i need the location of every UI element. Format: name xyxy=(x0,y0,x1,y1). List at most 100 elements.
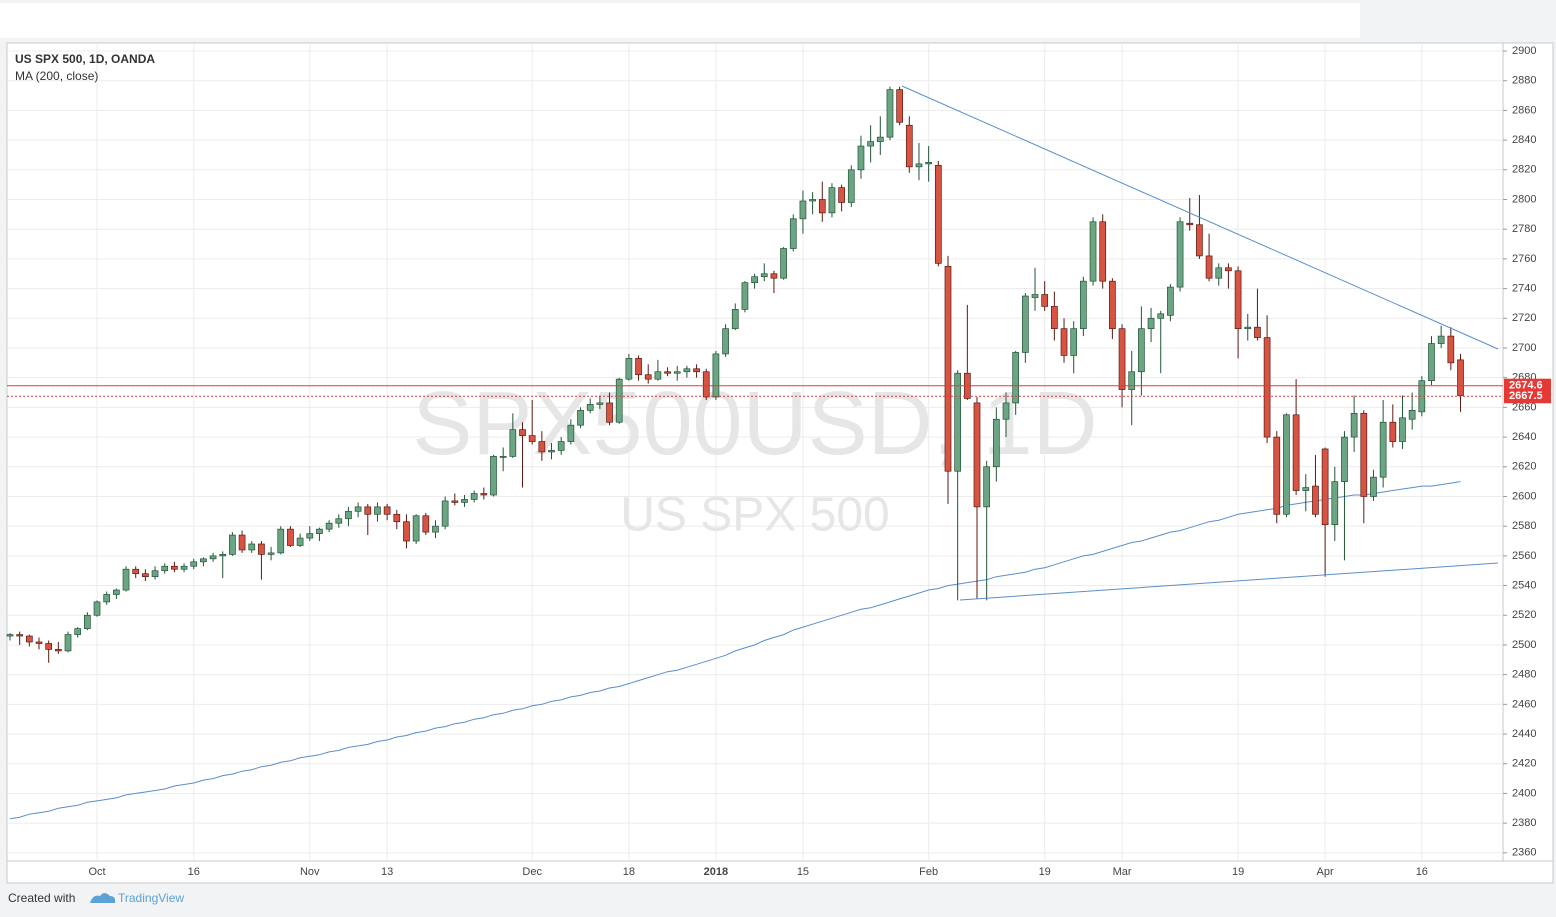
candle-body xyxy=(944,265,952,472)
candle-body xyxy=(1060,328,1068,356)
candle-body xyxy=(1254,326,1261,338)
candle-body xyxy=(64,634,72,652)
candle-body xyxy=(499,456,507,458)
footer-brand[interactable]: TradingView xyxy=(118,891,184,905)
candle-body xyxy=(1399,417,1406,442)
candle-body xyxy=(25,635,33,643)
candle-body xyxy=(403,521,410,542)
candle-body xyxy=(1457,359,1464,396)
candle-body xyxy=(1118,328,1126,390)
candle-body xyxy=(780,248,787,279)
candle-body xyxy=(1263,337,1271,438)
candle-body xyxy=(1147,317,1155,330)
candle-body xyxy=(238,534,246,551)
footer-text: Created with xyxy=(8,891,75,905)
candle-body xyxy=(1273,436,1281,515)
candle-body xyxy=(354,506,362,512)
y-tick-label: 2420 xyxy=(1512,758,1536,770)
top-bar xyxy=(0,3,1360,38)
candle-body xyxy=(45,643,53,650)
candle-body xyxy=(712,353,720,398)
candle-body xyxy=(615,378,623,423)
watermark-symbol: SPX500USD, 1D xyxy=(412,374,1097,474)
tradingview-logo xyxy=(90,893,116,903)
candle-body xyxy=(867,141,874,147)
candle-body xyxy=(644,374,652,380)
candle-body xyxy=(1244,326,1252,330)
y-tick-label: 2460 xyxy=(1512,698,1536,710)
candle-body xyxy=(1167,286,1174,316)
price-tag xyxy=(1504,378,1551,393)
candle-body xyxy=(915,163,923,168)
candle-body xyxy=(248,543,256,551)
candle-body xyxy=(1080,280,1087,330)
x-tick-label: 16 xyxy=(188,866,200,878)
candle-body xyxy=(1379,421,1387,478)
candle-body xyxy=(461,499,468,503)
trend-line xyxy=(959,562,1499,601)
candle-body xyxy=(577,410,584,426)
candle-body xyxy=(84,614,91,629)
y-tick-label: 2400 xyxy=(1512,787,1536,799)
candle-body xyxy=(490,456,497,496)
candle-body xyxy=(654,371,662,380)
y-tick-label: 2880 xyxy=(1512,75,1536,87)
candle-body xyxy=(548,450,555,453)
y-tick-label: 2700 xyxy=(1512,342,1536,354)
candle-body xyxy=(789,218,797,249)
candle-body xyxy=(412,515,420,542)
candle-body xyxy=(1196,224,1203,257)
candle-body xyxy=(905,124,913,168)
candle-body xyxy=(142,573,149,578)
y-tick-label: 2840 xyxy=(1512,134,1536,146)
candle-body xyxy=(1215,267,1223,279)
y-tick-label: 2900 xyxy=(1512,45,1536,57)
candle-body xyxy=(374,506,381,515)
candle-body xyxy=(441,500,449,527)
candle-body xyxy=(683,368,691,373)
candle-body xyxy=(161,565,169,572)
x-tick-label: 19 xyxy=(1232,866,1244,878)
candle-body xyxy=(876,136,884,142)
y-tick-label: 2660 xyxy=(1512,401,1536,413)
candle-body xyxy=(702,371,710,398)
candle-body xyxy=(818,199,826,214)
candle-body xyxy=(74,628,82,635)
candle-body xyxy=(113,589,120,595)
y-tick-label: 2740 xyxy=(1512,282,1536,294)
candle-body xyxy=(760,273,768,278)
candle-body xyxy=(828,187,836,214)
y-tick-label: 2380 xyxy=(1512,817,1536,829)
candle-body xyxy=(1070,328,1078,356)
candle-body xyxy=(364,506,372,515)
y-tick-label: 2480 xyxy=(1512,669,1536,681)
candle-body xyxy=(422,515,430,533)
x-tick-label: 2018 xyxy=(704,866,728,878)
indicator-label: MA (200, close) xyxy=(15,69,98,83)
candle-body xyxy=(896,89,903,123)
candle-body xyxy=(316,528,323,534)
candle-body xyxy=(1312,485,1319,515)
candle-body xyxy=(1089,221,1097,282)
candle-body xyxy=(1051,306,1058,330)
y-tick-label: 2500 xyxy=(1512,639,1536,651)
candle-body xyxy=(432,525,439,533)
candle-body xyxy=(306,533,314,539)
candle-body xyxy=(219,554,227,557)
candle-body xyxy=(509,429,517,457)
candle-body xyxy=(258,543,265,555)
x-tick-label: Nov xyxy=(300,866,320,878)
moving-average xyxy=(9,481,1461,820)
candle-body xyxy=(171,565,178,570)
y-tick-label: 2780 xyxy=(1512,223,1536,235)
candle-body xyxy=(983,466,991,508)
candle-body xyxy=(383,506,391,515)
candle-body xyxy=(325,522,333,530)
candle-body xyxy=(480,493,488,496)
candle-body xyxy=(741,282,749,310)
price-tag xyxy=(1504,389,1551,404)
candle-body xyxy=(1225,267,1232,272)
candle-body xyxy=(209,555,217,560)
candle-body xyxy=(132,568,140,575)
